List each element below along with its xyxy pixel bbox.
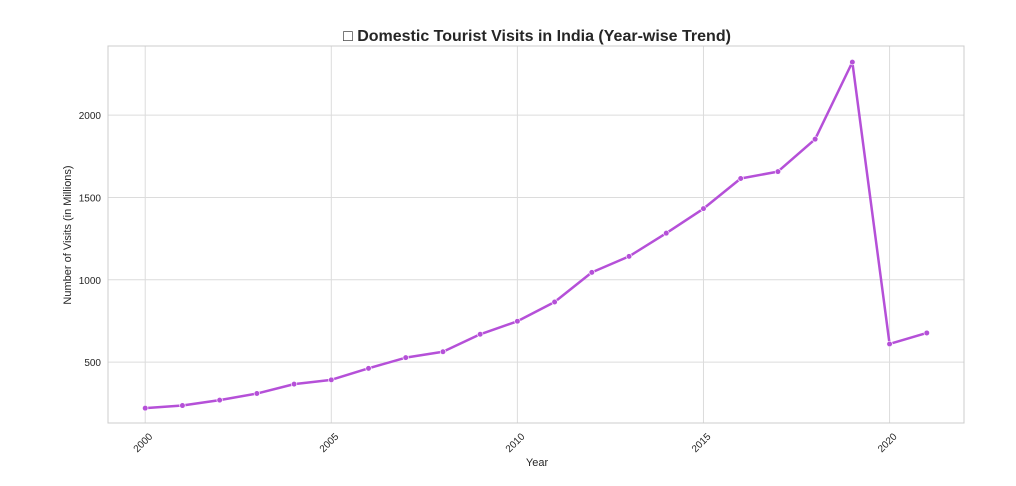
data-point bbox=[402, 354, 409, 361]
data-point bbox=[737, 175, 744, 182]
chart-title: □ Domestic Tourist Visits in India (Year… bbox=[343, 28, 731, 45]
y-tick-label: 500 bbox=[84, 358, 101, 369]
x-tick-label: 2015 bbox=[690, 431, 714, 455]
y-tick-label: 1000 bbox=[79, 276, 102, 287]
x-axis-label: Year bbox=[526, 457, 549, 469]
x-tick-label: 2010 bbox=[504, 431, 528, 455]
data-point bbox=[514, 318, 521, 325]
data-point bbox=[774, 168, 782, 175]
data-point bbox=[886, 340, 893, 348]
x-tick-label: 2000 bbox=[132, 431, 156, 455]
data-point bbox=[551, 298, 558, 306]
y-tick-label: 2000 bbox=[79, 111, 102, 122]
x-tick-label: 2005 bbox=[318, 431, 342, 455]
plot-frame bbox=[107, 45, 965, 424]
data-point bbox=[812, 136, 819, 143]
data-point bbox=[290, 381, 298, 388]
y-axis-label: Number of Visits (in Millions) bbox=[62, 165, 74, 304]
data-point bbox=[253, 390, 260, 397]
data-point bbox=[142, 405, 149, 412]
data-point bbox=[328, 376, 335, 383]
data-point bbox=[216, 397, 223, 404]
data-point bbox=[588, 269, 595, 276]
x-tick-label: 2020 bbox=[876, 431, 900, 455]
y-tick-label: 1500 bbox=[79, 193, 102, 204]
data-point bbox=[849, 59, 856, 66]
series-line bbox=[143, 60, 929, 410]
data-point bbox=[439, 348, 447, 355]
data-point bbox=[179, 402, 186, 409]
data-point bbox=[700, 205, 707, 212]
data-point bbox=[365, 365, 372, 372]
data-point bbox=[625, 253, 633, 260]
data-point bbox=[477, 331, 484, 338]
data-point bbox=[923, 329, 930, 337]
data-point bbox=[663, 230, 670, 237]
